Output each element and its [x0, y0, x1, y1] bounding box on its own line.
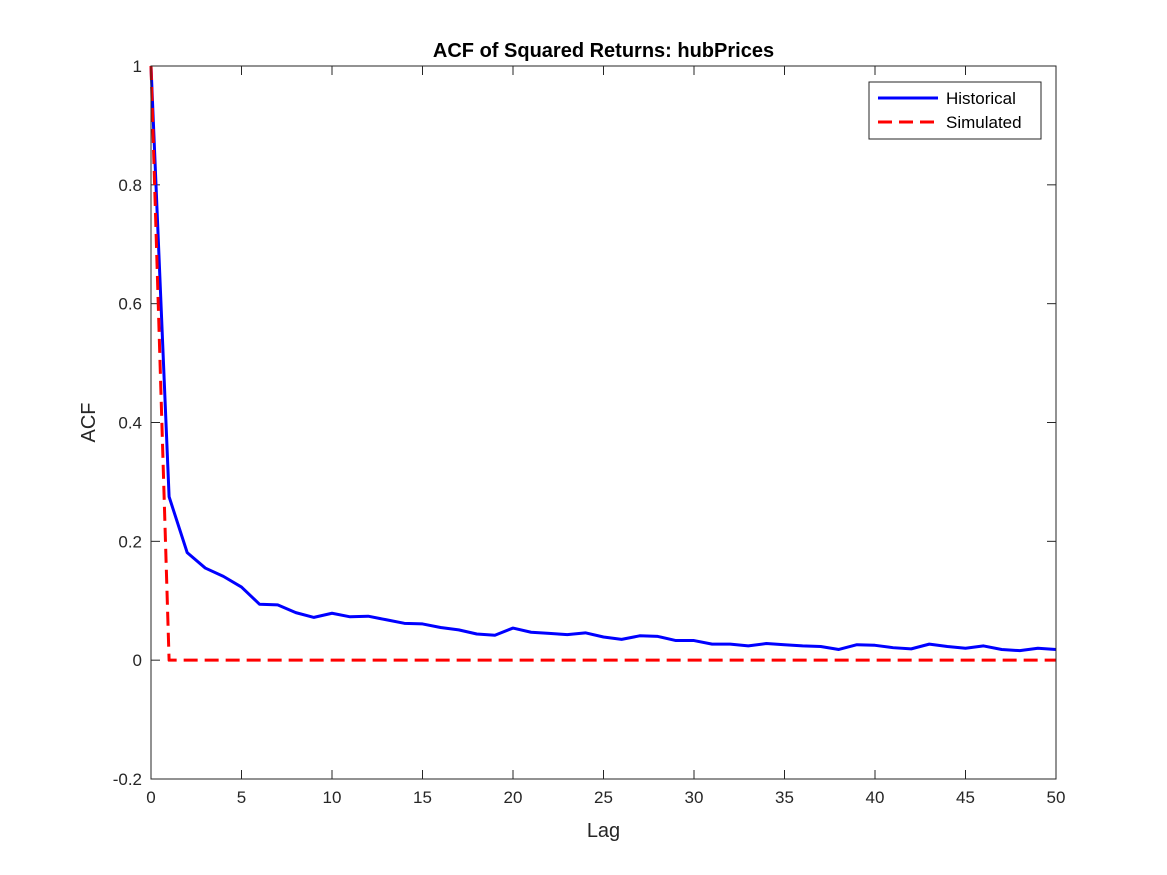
- y-tick-label: -0.2: [113, 770, 142, 789]
- y-axis-label: ACF: [78, 403, 100, 443]
- x-tick-label: 40: [866, 788, 885, 807]
- y-tick-label: 0.2: [118, 532, 142, 551]
- series-line-simulated: [149, 65, 1056, 662]
- x-tick-label: 5: [237, 788, 246, 807]
- y-tick-label: 0.6: [118, 295, 142, 314]
- legend: Historical Simulated: [868, 81, 1042, 140]
- y-tick-label: 0.4: [118, 414, 142, 433]
- axes-box: [150, 65, 1057, 780]
- chart-title: ACF of Squared Returns: hubPrices: [433, 40, 774, 62]
- y-tick-label: 0: [133, 651, 142, 670]
- x-tick-label: 30: [685, 788, 704, 807]
- plot-area: [151, 66, 1056, 779]
- legend-box: [868, 81, 1042, 140]
- x-tick-label: 25: [594, 788, 613, 807]
- x-tick-label: 10: [323, 788, 342, 807]
- y-tick-label: 0.8: [118, 176, 142, 195]
- x-axis-label: Lag: [587, 820, 620, 842]
- x-tick-label: 0: [146, 788, 155, 807]
- y-tick-label: 1: [133, 57, 142, 76]
- legend-label-historical: Historical: [946, 89, 1016, 108]
- x-tick-label: 15: [413, 788, 432, 807]
- series-layer: [149, 65, 1057, 662]
- x-tick-label: 45: [956, 788, 975, 807]
- series-line-historical: [149, 65, 1057, 653]
- x-tick-label: 20: [504, 788, 523, 807]
- tick-labels: 0 5 10 15 20 25 30 35 40 45 50-0.200.20.40.60.81: [113, 57, 1066, 807]
- x-tick-label: 35: [775, 788, 794, 807]
- legend-label-simulated: Simulated: [946, 113, 1022, 132]
- x-tick-label: 50: [1047, 788, 1066, 807]
